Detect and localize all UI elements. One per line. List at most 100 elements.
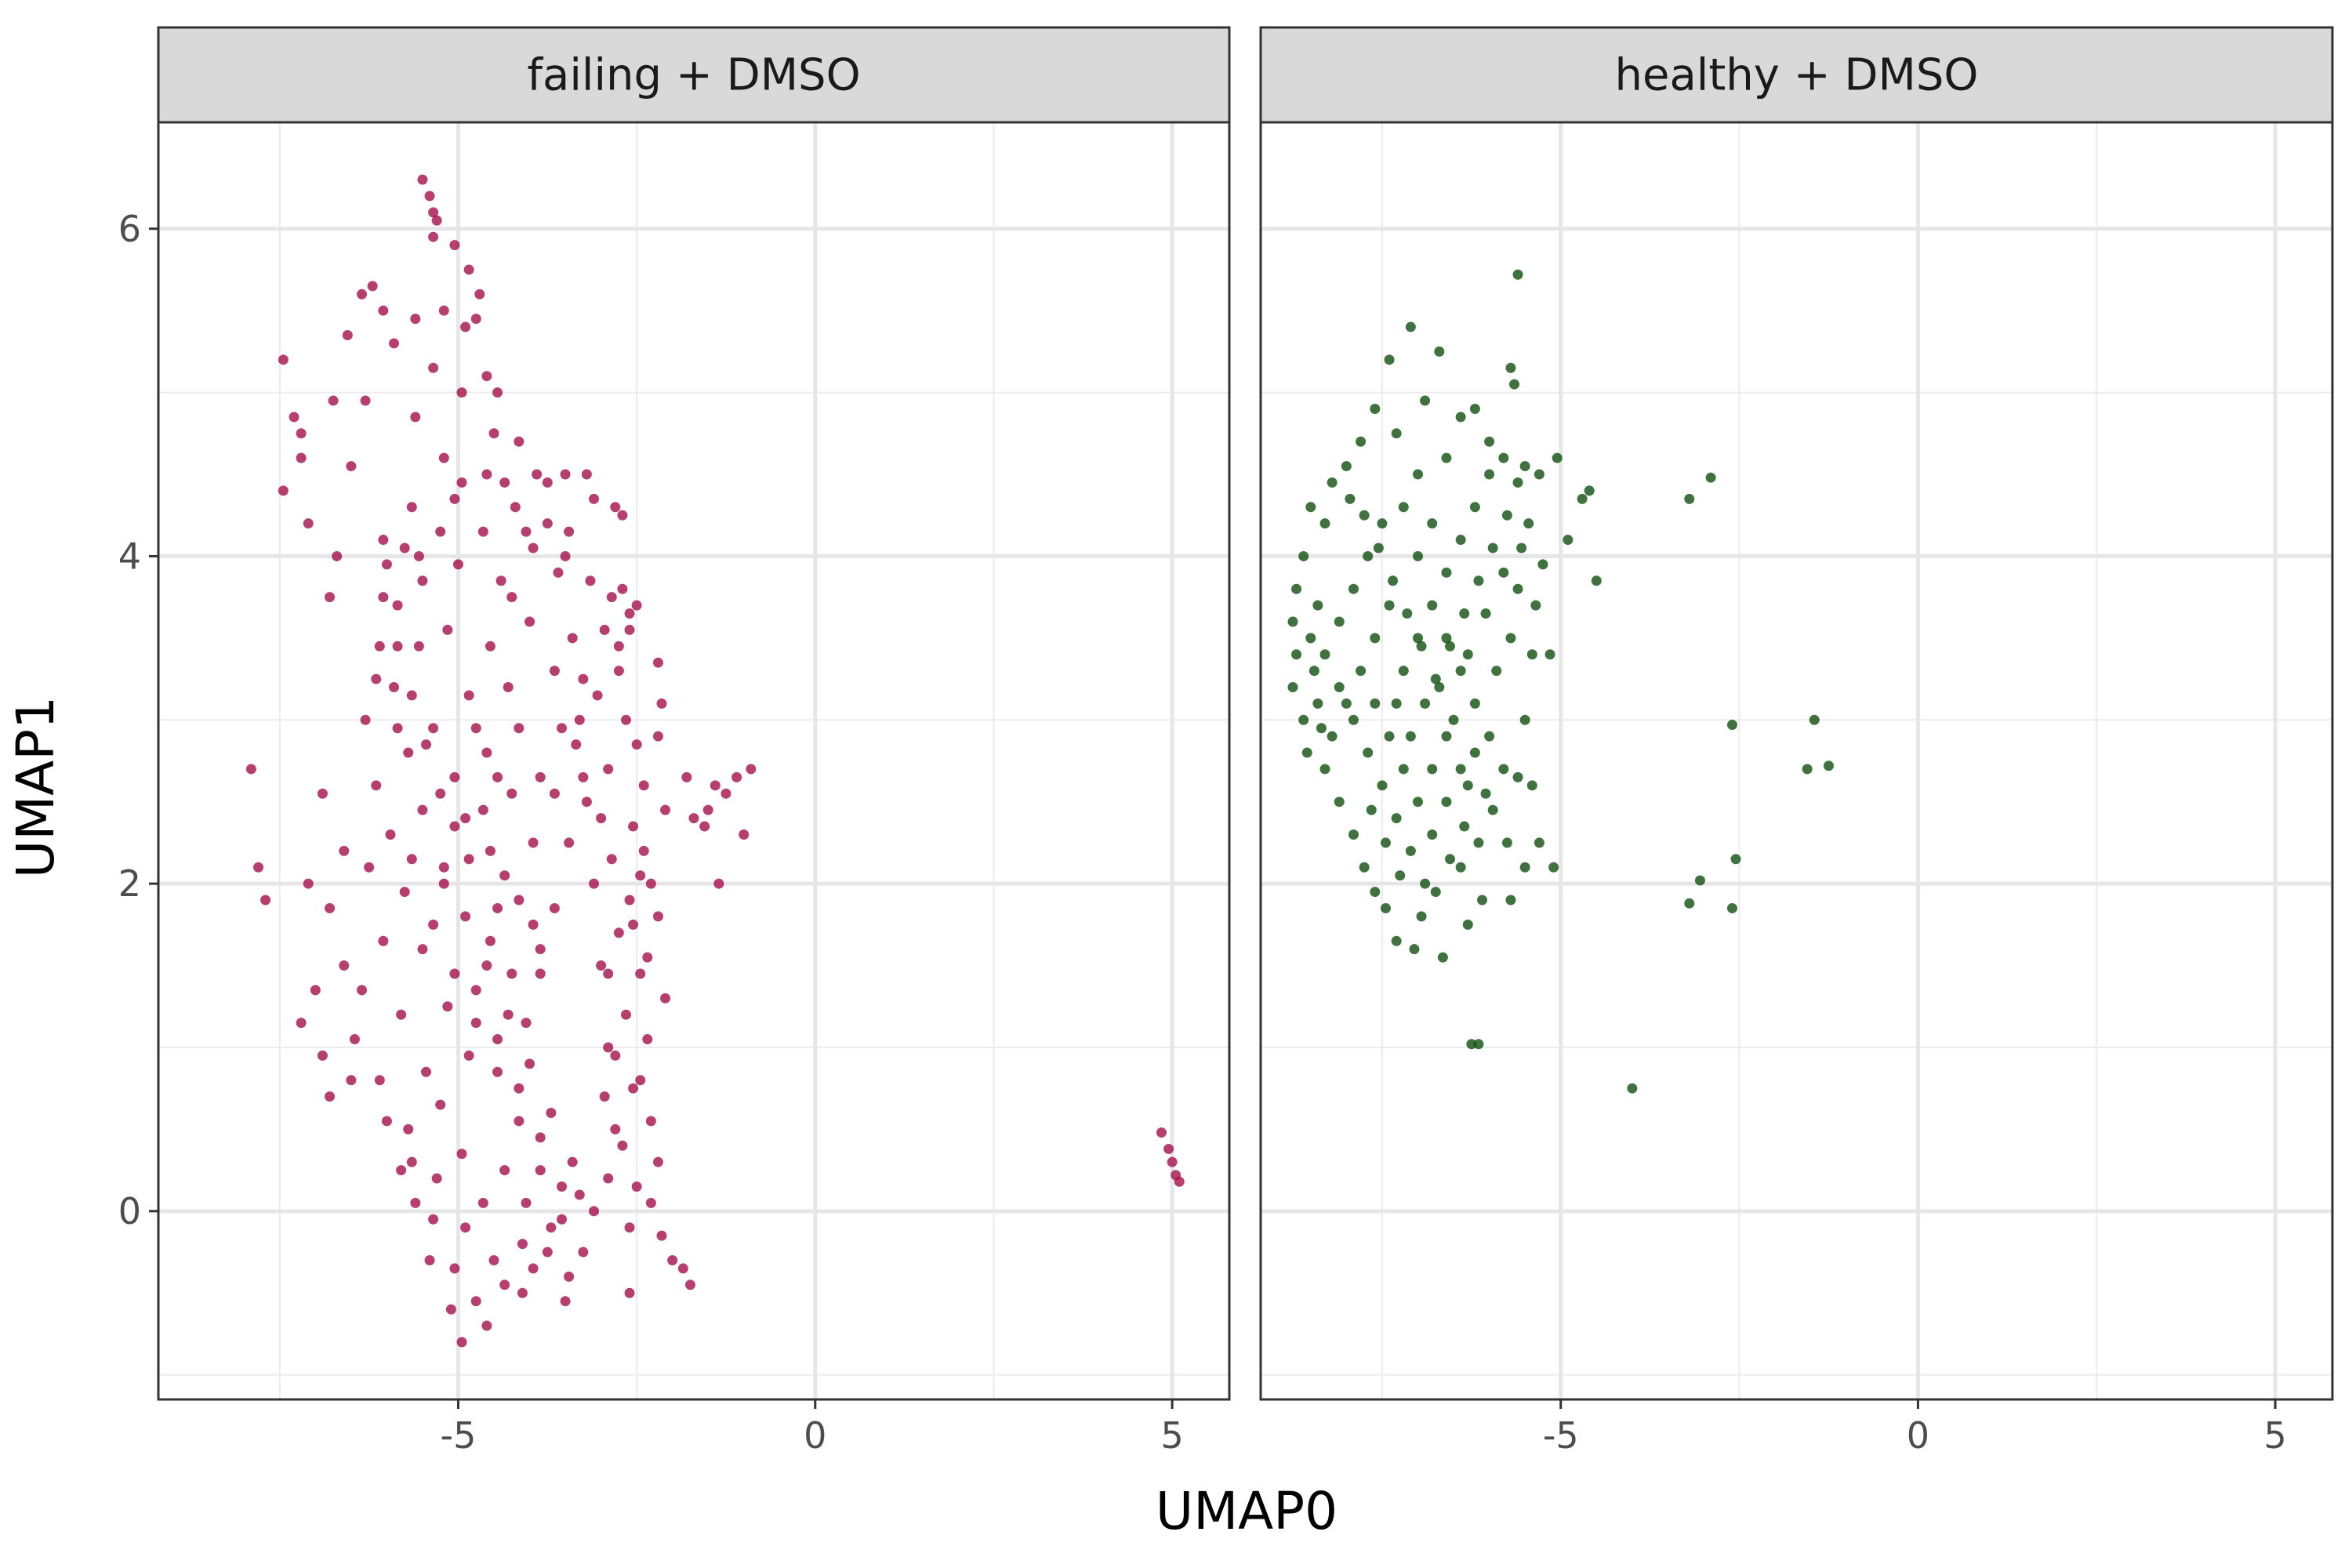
data-point	[378, 935, 389, 946]
data-point	[1462, 919, 1473, 930]
data-point	[620, 714, 631, 725]
data-point	[1498, 764, 1509, 775]
data-point	[1563, 535, 1573, 546]
data-point	[617, 510, 628, 521]
data-point	[1174, 1176, 1185, 1187]
data-point	[463, 854, 474, 865]
data-point	[1373, 543, 1384, 554]
data-point	[1398, 502, 1409, 513]
data-point	[360, 714, 371, 725]
data-point	[542, 1247, 553, 1258]
data-point	[1694, 875, 1705, 886]
data-point	[477, 1197, 488, 1208]
data-point	[528, 1263, 539, 1274]
data-point	[610, 502, 621, 513]
data-point	[645, 878, 656, 889]
data-point	[506, 968, 517, 979]
data-point	[517, 1287, 528, 1298]
data-point	[1327, 731, 1338, 742]
data-point	[399, 887, 410, 898]
data-point	[1427, 829, 1438, 840]
data-point	[389, 682, 400, 693]
data-point	[410, 412, 421, 423]
data-point	[1405, 321, 1416, 332]
data-point	[1534, 837, 1544, 848]
data-point	[506, 788, 517, 799]
data-point	[1359, 862, 1370, 873]
data-point	[1441, 731, 1452, 742]
data-point	[417, 174, 428, 185]
data-point	[424, 1254, 435, 1265]
data-point	[1398, 666, 1409, 677]
data-point	[431, 1173, 442, 1184]
data-point	[488, 428, 499, 439]
data-point	[378, 592, 389, 603]
data-point	[567, 1156, 578, 1167]
data-point	[1377, 518, 1388, 529]
data-point	[506, 592, 517, 603]
data-point	[449, 821, 460, 832]
data-point	[1316, 723, 1327, 734]
data-point	[571, 739, 582, 750]
data-point	[1430, 673, 1441, 684]
data-point	[406, 502, 417, 513]
data-point	[617, 1140, 628, 1151]
data-point	[1427, 600, 1438, 611]
data-point	[1469, 698, 1480, 709]
data-point	[1523, 518, 1534, 529]
data-point	[546, 1108, 557, 1119]
data-point	[474, 289, 485, 299]
data-point	[1434, 682, 1445, 693]
data-point	[542, 477, 553, 488]
data-point	[1395, 870, 1406, 881]
data-point	[346, 1075, 357, 1086]
data-point	[399, 543, 410, 554]
data-point	[360, 395, 371, 406]
data-point	[710, 780, 720, 791]
data-point	[645, 1197, 656, 1208]
data-point	[1705, 472, 1716, 483]
data-point	[1512, 771, 1523, 782]
data-point	[1480, 608, 1491, 619]
data-point	[535, 944, 546, 955]
data-point	[656, 698, 667, 709]
data-point	[406, 690, 417, 701]
data-point	[452, 559, 463, 570]
data-point	[1308, 666, 1319, 677]
data-point	[245, 764, 256, 775]
data-point	[278, 354, 289, 365]
data-point	[606, 854, 617, 865]
data-point	[1480, 788, 1491, 799]
data-point	[1477, 895, 1488, 906]
data-point	[1427, 764, 1438, 775]
data-point	[1412, 469, 1423, 480]
data-point	[1420, 878, 1431, 889]
data-point	[638, 845, 649, 856]
data-point	[421, 739, 431, 750]
data-point	[357, 985, 368, 996]
data-point	[1391, 813, 1402, 824]
data-point	[417, 575, 428, 586]
data-point	[470, 985, 481, 996]
data-point	[1363, 747, 1374, 758]
data-point	[463, 264, 474, 275]
data-point	[560, 550, 571, 561]
data-point	[645, 1116, 656, 1127]
data-point	[296, 428, 307, 439]
data-point	[460, 911, 471, 922]
data-point	[392, 723, 403, 734]
data-point	[1469, 747, 1480, 758]
data-point	[1684, 493, 1695, 504]
data-point	[688, 813, 699, 824]
data-point	[564, 837, 575, 848]
data-point	[557, 1214, 568, 1225]
data-point	[1505, 633, 1516, 644]
data-point	[1380, 902, 1391, 913]
data-point	[463, 690, 474, 701]
data-point	[521, 526, 532, 537]
data-point	[1345, 493, 1356, 504]
data-point	[564, 1271, 575, 1282]
data-point	[1473, 1039, 1484, 1050]
data-point	[557, 1181, 568, 1192]
data-point	[1501, 510, 1512, 521]
